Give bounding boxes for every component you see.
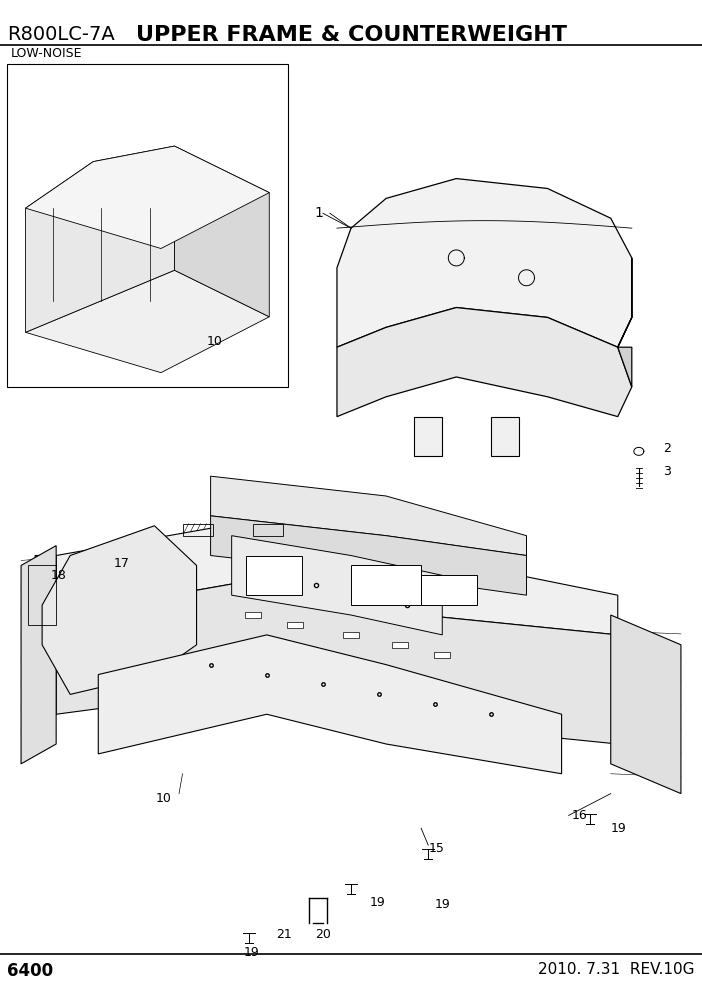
Polygon shape <box>232 536 442 635</box>
Polygon shape <box>21 546 56 764</box>
Text: 15: 15 <box>428 841 444 855</box>
Bar <box>392 642 408 648</box>
Bar <box>93 181 115 198</box>
Polygon shape <box>175 146 270 316</box>
Text: 16: 16 <box>572 808 588 822</box>
Text: 1: 1 <box>314 206 323 220</box>
Text: 19: 19 <box>611 821 626 835</box>
Text: 6400: 6400 <box>7 962 53 980</box>
Polygon shape <box>25 146 270 249</box>
Bar <box>287 622 303 628</box>
Text: 20: 20 <box>315 928 331 941</box>
Text: 19: 19 <box>435 898 450 912</box>
Text: 2010. 7.31  REV.10G: 2010. 7.31 REV.10G <box>538 962 695 977</box>
Polygon shape <box>491 417 519 456</box>
Text: LOW-NOISE: LOW-NOISE <box>11 47 82 60</box>
Polygon shape <box>56 516 618 635</box>
Polygon shape <box>25 270 270 373</box>
Bar <box>147 181 169 198</box>
Polygon shape <box>98 635 562 774</box>
Text: UPPER FRAME & COUNTERWEIGHT: UPPER FRAME & COUNTERWEIGHT <box>135 25 567 45</box>
Text: 21: 21 <box>277 928 292 941</box>
Text: 10: 10 <box>207 335 223 348</box>
Polygon shape <box>337 179 632 347</box>
Bar <box>245 612 260 618</box>
Bar <box>183 524 213 536</box>
Polygon shape <box>337 308 632 417</box>
Text: 17: 17 <box>114 557 130 570</box>
Text: 10: 10 <box>156 792 172 806</box>
Polygon shape <box>414 417 442 456</box>
Bar <box>246 556 302 595</box>
Polygon shape <box>611 615 681 794</box>
Text: 18: 18 <box>51 568 67 582</box>
Text: 2: 2 <box>663 441 671 455</box>
Text: 19: 19 <box>244 945 259 959</box>
Polygon shape <box>211 516 526 595</box>
Bar <box>343 632 359 638</box>
Bar <box>201 181 223 198</box>
Polygon shape <box>618 258 632 387</box>
Bar <box>253 524 283 536</box>
Polygon shape <box>56 575 618 744</box>
Bar <box>39 181 61 198</box>
Text: R800LC-7A: R800LC-7A <box>7 25 114 44</box>
Polygon shape <box>35 556 56 734</box>
Polygon shape <box>211 476 526 556</box>
Polygon shape <box>25 146 175 332</box>
Bar <box>28 565 56 625</box>
Text: 19: 19 <box>370 896 385 910</box>
Bar <box>351 565 421 605</box>
Text: 3: 3 <box>663 464 671 478</box>
Polygon shape <box>42 526 197 694</box>
Bar <box>435 652 450 658</box>
Bar <box>7 64 288 387</box>
Bar <box>421 575 477 605</box>
